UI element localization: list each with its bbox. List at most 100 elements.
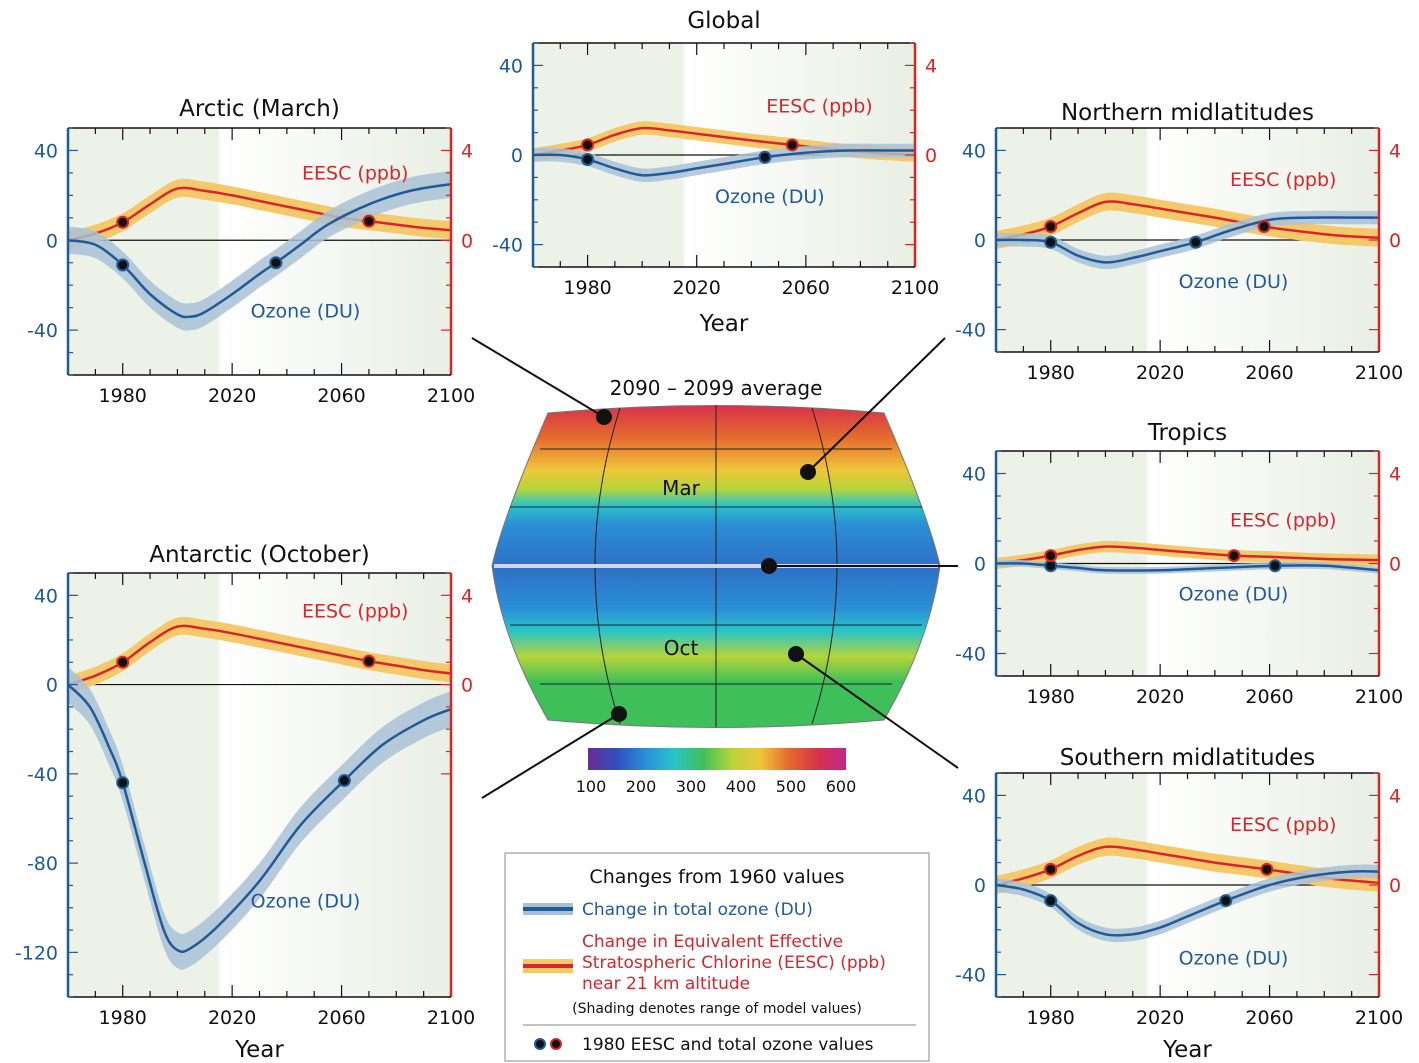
colorbar-tick-label: 500	[776, 777, 807, 796]
colorbar-tick-label: 300	[676, 777, 707, 796]
legend-shading-note: (Shading denotes range of model values)	[572, 1001, 862, 1017]
y-right-tick-label: 4	[925, 55, 937, 77]
legend-marker-label: 1980 EESC and total ozone values	[582, 1035, 874, 1055]
ozone-line	[68, 182, 451, 319]
ozone-series-label: Ozone (DU)	[251, 891, 361, 913]
plot-content	[68, 170, 451, 331]
y-right-tick-label: 4	[1389, 464, 1401, 486]
x-tick-label: 2060	[1245, 686, 1293, 708]
dot-nmid	[800, 464, 816, 480]
x-tick-label: 1980	[99, 1007, 147, 1029]
y-tick-label: -40	[955, 320, 986, 342]
y-tick-label: 40	[962, 140, 986, 162]
eesc-marker	[116, 215, 130, 229]
ozone-marker	[1189, 235, 1203, 249]
colorbar-ticks: 100 200 300 400 500 600	[576, 777, 857, 796]
panel-title: Tropics	[1147, 420, 1227, 446]
legend-ozone-marker	[534, 1038, 546, 1050]
x-tick-label: 2020	[208, 1007, 256, 1029]
panel-title: Global	[687, 8, 760, 34]
panel-antarctic: 1980 2020 2060 2100400-40-80-12040Antarctic…	[15, 542, 475, 1063]
ozone-band	[996, 210, 1379, 270]
legend-eesc-line1: Change in Equivalent Effective	[582, 932, 843, 952]
y-tick-label: -40	[27, 764, 58, 786]
plot-content	[996, 540, 1379, 574]
ozone-marker	[1044, 235, 1058, 249]
x-tick-label: 1980	[99, 385, 147, 407]
x-tick-label: 1980	[1027, 362, 1075, 384]
y-tick-label: 0	[46, 230, 58, 252]
connector-nmid	[807, 337, 946, 473]
y-tick-label: -120	[15, 942, 58, 964]
eesc-line	[68, 624, 451, 686]
y-tick-label: 0	[974, 875, 986, 897]
eesc-marker	[785, 138, 799, 152]
y-right-tick-label: 0	[1389, 230, 1401, 252]
legend-eesc-line3: near 21 km altitude	[582, 974, 750, 994]
y-right-tick-label: 0	[1389, 875, 1401, 897]
eesc-series-label: EESC (ppb)	[766, 95, 872, 117]
x-tick-label: 1980	[1027, 1007, 1075, 1029]
ozone-marker	[1268, 559, 1282, 573]
eesc-series-label: EESC (ppb)	[302, 600, 408, 622]
plot-content	[996, 837, 1379, 943]
map-label-mar: Mar	[662, 476, 701, 500]
eesc-band	[68, 616, 451, 694]
connectors	[471, 337, 959, 799]
x-tick-label: 1980	[1027, 686, 1075, 708]
ozone-line	[68, 683, 451, 954]
colorbar-tick-label: 100	[576, 777, 607, 796]
y-tick-label: 40	[499, 55, 523, 77]
legend-eesc-marker	[550, 1038, 562, 1050]
x-axis-title: Year	[1162, 1037, 1212, 1063]
eesc-line	[68, 186, 451, 242]
connector-smid	[795, 653, 959, 769]
ozone-line	[996, 562, 1379, 572]
plot-content	[533, 121, 915, 183]
ozone-marker	[116, 776, 130, 790]
ozone-band	[996, 864, 1379, 943]
connector-antarctic	[481, 713, 620, 799]
eesc-marker	[1044, 220, 1058, 234]
x-tick-label: 2100	[1355, 1007, 1403, 1029]
y-tick-label: 40	[962, 464, 986, 486]
eesc-series-label: EESC (ppb)	[1230, 814, 1336, 836]
dot-antarctic	[611, 706, 627, 722]
eesc-series-label: EESC (ppb)	[1230, 169, 1336, 191]
legend-title: Changes from 1960 values	[589, 866, 844, 888]
plot-content	[996, 192, 1379, 270]
x-axis-title: Year	[699, 311, 749, 337]
eesc-marker	[1227, 549, 1241, 563]
x-tick-label: 2100	[1355, 686, 1403, 708]
ozone-marker	[269, 256, 283, 270]
y-tick-label: 0	[974, 554, 986, 576]
legend: Changes from 1960 values Change in total…	[504, 852, 930, 1062]
legend-eesc-line2: Stratospheric Chlorine (EESC) (ppb)	[582, 953, 886, 973]
x-tick-label: 1980	[563, 277, 611, 299]
legend-ozone-label: Change in total ozone (DU)	[582, 900, 813, 920]
y-tick-label: 40	[34, 585, 58, 607]
x-tick-label: 2060	[317, 385, 365, 407]
eesc-marker	[1044, 549, 1058, 563]
ozone-series-label: Ozone (DU)	[251, 301, 361, 323]
colorbar	[588, 748, 846, 770]
ozone-series-label: Ozone (DU)	[715, 186, 825, 208]
dot-tropics	[761, 558, 777, 574]
connector-arctic	[471, 337, 605, 418]
panel-title: Southern midlatitudes	[1060, 745, 1316, 771]
ozone-marker	[337, 774, 351, 788]
ozone-marker	[758, 150, 772, 164]
x-tick-label: 2060	[1245, 362, 1293, 384]
ozone-marker	[581, 152, 595, 166]
dot-smid	[788, 646, 804, 662]
y-right-tick-label: 4	[461, 140, 473, 162]
x-axis-title: Year	[234, 1037, 284, 1063]
dot-arctic	[596, 409, 612, 425]
y-right-tick-label: 4	[1389, 140, 1401, 162]
eesc-marker	[1260, 862, 1274, 876]
